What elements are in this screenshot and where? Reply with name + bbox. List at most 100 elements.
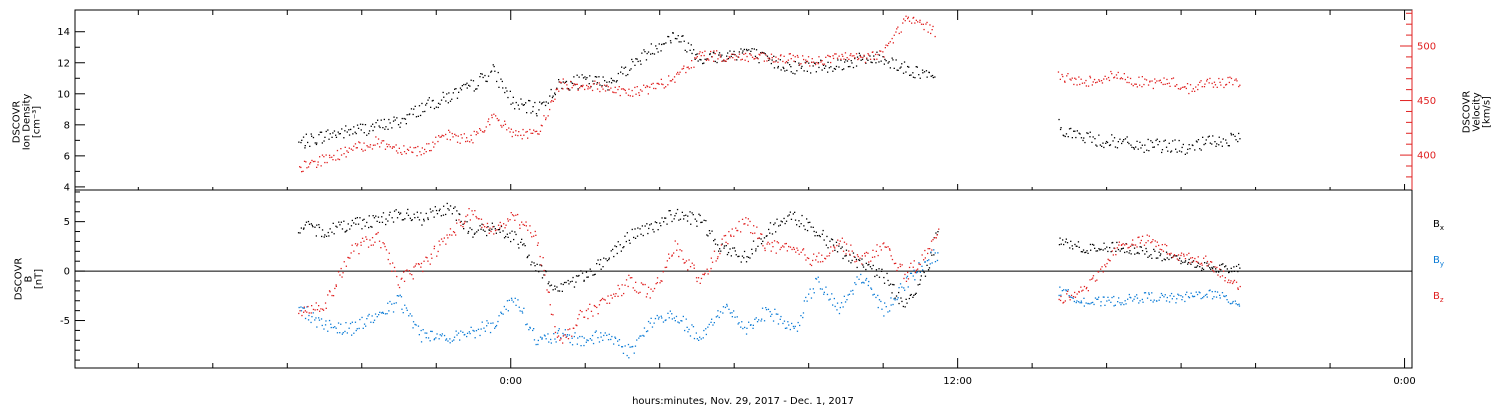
- bz-series-point: [628, 274, 630, 276]
- bx-series-point: [514, 231, 516, 233]
- bx-series-point: [935, 232, 937, 234]
- velocity-series-point: [403, 145, 405, 147]
- by-series-point: [550, 342, 552, 344]
- bz-series-point: [875, 250, 877, 252]
- by-series-point: [880, 300, 882, 303]
- density-series-point: [1089, 131, 1091, 133]
- by-series-point: [884, 302, 886, 304]
- velocity-series-point: [416, 155, 418, 157]
- velocity-series-point: [811, 61, 813, 63]
- bx-series-point: [909, 294, 911, 296]
- bx-series-point: [325, 235, 328, 237]
- velocity-series-point: [713, 60, 715, 62]
- bz-series-point: [1118, 244, 1120, 246]
- density-series-point: [915, 66, 917, 68]
- bz-series-point: [492, 226, 494, 228]
- velocity-series-point: [522, 128, 524, 131]
- velocity-series-point: [417, 145, 419, 148]
- density-series-point: [536, 115, 538, 117]
- bz-series-point: [1213, 271, 1215, 273]
- velocity-series-point: [1143, 83, 1145, 86]
- bz-series-point: [613, 293, 615, 295]
- velocity-series-point: [1075, 78, 1077, 80]
- by-series-point: [870, 287, 872, 289]
- velocity-series-point: [426, 143, 428, 145]
- bx-series-point: [674, 215, 676, 217]
- density-series-point: [370, 125, 372, 127]
- density-series-point: [586, 77, 588, 79]
- by-series-point: [1090, 302, 1092, 304]
- by-series-point: [1102, 296, 1104, 298]
- density-series-point: [538, 109, 540, 111]
- by-series-point: [433, 339, 435, 341]
- by-series-point: [1206, 293, 1208, 295]
- velocity-series-point: [386, 146, 389, 148]
- density-series-point: [764, 53, 766, 55]
- bx-series-point: [769, 222, 772, 224]
- density-series-point: [312, 136, 315, 139]
- velocity-y-title-line: Velocity: [1472, 92, 1483, 131]
- bz-series-point: [642, 284, 644, 286]
- bz-series-point: [530, 232, 532, 234]
- velocity-series-point: [804, 62, 807, 64]
- bx-series-point: [1126, 251, 1128, 253]
- bx-series-point: [1224, 266, 1226, 268]
- bx-series-point: [1219, 264, 1221, 266]
- density-series-point: [1122, 140, 1124, 143]
- bz-series-point: [1124, 244, 1126, 246]
- bz-series-point: [1146, 234, 1148, 236]
- bz-series-point: [623, 292, 625, 295]
- bz-series-point: [822, 260, 824, 263]
- bx-series-point: [1110, 251, 1112, 253]
- by-series-point: [705, 328, 707, 330]
- density-series-point: [823, 67, 826, 69]
- bx-series-point: [479, 225, 481, 227]
- density-series-point: [372, 123, 374, 125]
- velocity-series-point: [644, 86, 647, 89]
- density-series-point: [498, 86, 500, 88]
- by-series-point: [840, 302, 843, 304]
- density-series-point: [562, 81, 564, 83]
- bz-series-point: [1120, 244, 1123, 246]
- density-series-point: [520, 98, 522, 100]
- by-series-point: [1133, 298, 1135, 300]
- velocity-series-point: [309, 161, 312, 164]
- velocity-series-point: [1069, 78, 1071, 80]
- density-series-point: [382, 127, 384, 129]
- bx-series-point: [798, 225, 801, 228]
- by-series-point: [780, 315, 782, 318]
- bz-series-point: [499, 221, 501, 224]
- velocity-series-point: [619, 94, 621, 97]
- by-series-point: [722, 312, 724, 314]
- bx-series-point: [757, 245, 759, 247]
- velocity-series-point: [686, 66, 688, 69]
- by-series-point: [836, 309, 838, 311]
- bz-series-point: [804, 254, 806, 256]
- velocity-series-point: [584, 88, 586, 91]
- density-series-point: [882, 56, 884, 58]
- bz-series-point: [536, 244, 539, 246]
- by-series-point: [1065, 290, 1067, 292]
- by-series-point: [608, 333, 610, 335]
- by-series-point: [521, 310, 523, 312]
- bx-series-point: [534, 265, 536, 267]
- bz-series-point: [380, 247, 382, 249]
- bz-series-point: [721, 238, 723, 240]
- bx-series-point: [1206, 262, 1208, 264]
- bx-series-point: [467, 232, 469, 234]
- bz-series-point: [573, 327, 575, 329]
- bx-series-point: [898, 291, 900, 294]
- velocity-series-point: [472, 142, 474, 144]
- density-series-point: [1071, 137, 1073, 139]
- bz-series-point: [310, 312, 312, 314]
- velocity-series-point: [1095, 82, 1097, 84]
- bz-series-point: [332, 295, 335, 297]
- by-series-point: [872, 294, 874, 296]
- density-series-point: [647, 51, 650, 53]
- density-series-point: [375, 122, 377, 124]
- density-series-point: [1195, 140, 1198, 142]
- bz-series-point: [910, 262, 912, 264]
- bx-series-point: [878, 268, 880, 270]
- by-series-point: [755, 317, 757, 319]
- bx-series-point: [581, 272, 584, 274]
